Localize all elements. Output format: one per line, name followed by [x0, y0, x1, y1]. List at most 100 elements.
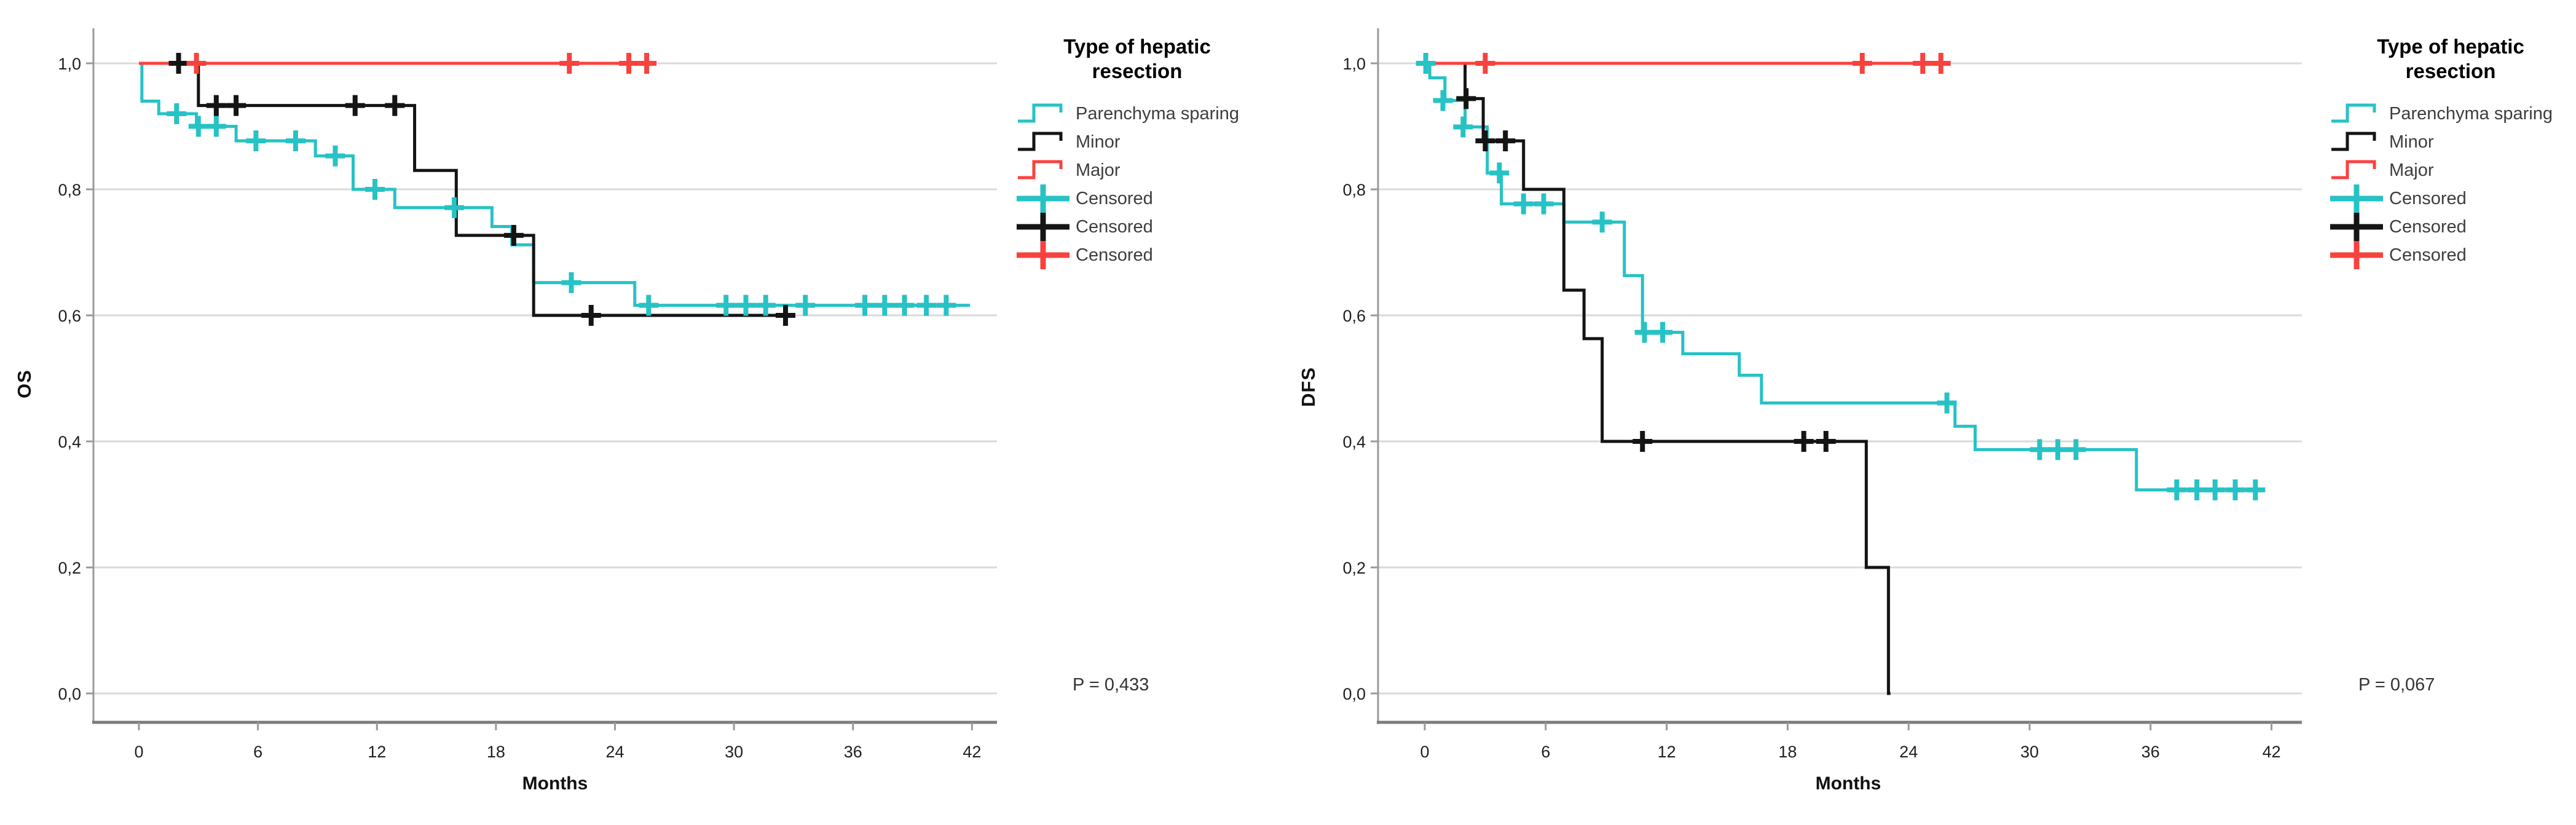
- censor-mark-parenchyma: [894, 294, 915, 316]
- censor-mark-major: [1931, 53, 1951, 74]
- x-tick-label: 24: [1899, 743, 1918, 761]
- censor-mark-minor: [1495, 130, 1516, 152]
- legend-item: Parenchyma sparing: [2328, 100, 2576, 128]
- y-tick-label: 0,4: [1342, 433, 1366, 451]
- y-tick-label: 0,6: [58, 307, 81, 325]
- plus-icon: [2330, 213, 2383, 241]
- legend-items-dfs: Parenchyma sparing Minor Major Censored Cens…: [2328, 100, 2576, 269]
- step-line-icon-path: [2331, 132, 2376, 151]
- censor-mark-minor: [385, 95, 405, 116]
- censor-mark-parenchyma: [916, 294, 937, 316]
- legend-item-label: Censored: [1076, 188, 1153, 208]
- censor-mark-parenchyma: [875, 294, 895, 316]
- legend-item-label: Minor: [1076, 132, 1121, 152]
- censor-mark-parenchyma: [855, 294, 875, 316]
- y-tick-label: 0,2: [1342, 559, 1366, 577]
- legend-title-line2: resection: [1092, 60, 1183, 82]
- legend-title-line2: resection: [2405, 60, 2496, 82]
- dfs-y-axis-title: DFS: [1298, 367, 1319, 407]
- x-tick-label: 42: [2263, 743, 2281, 761]
- x-tick-label: 6: [1541, 743, 1550, 761]
- legend-item: Censored: [1014, 184, 1291, 213]
- legend-items-os: Parenchyma sparing Minor Major Censored Cens…: [1014, 100, 1291, 269]
- x-tick-label: 24: [605, 743, 624, 761]
- legend-item: Minor: [2328, 128, 2576, 156]
- censor-mark-parenchyma: [639, 294, 659, 316]
- x-tick-label: 36: [844, 743, 862, 761]
- dfs-x-axis-title: Months: [1815, 773, 1881, 794]
- legend-item: Censored: [1014, 213, 1291, 241]
- censor-mark-parenchyma: [365, 179, 385, 200]
- legend-item: Major: [1014, 156, 1291, 184]
- censor-mark-parenchyma: [188, 116, 208, 137]
- plus-icon: [1017, 213, 1069, 241]
- os-legend-title: Type of hepatic resection: [1008, 34, 1266, 84]
- censor-mark-major: [1475, 53, 1495, 74]
- censor-mark-parenchyma: [2030, 439, 2050, 460]
- censor-mark-parenchyma: [755, 294, 776, 316]
- dfs-legend: Type of hepatic resection Parenchyma spa…: [2322, 34, 2576, 269]
- legend-item-label: Censored: [2389, 245, 2467, 265]
- step-line-icon-path: [1018, 160, 1063, 180]
- legend-item-label: Parenchyma sparing: [1076, 103, 1239, 124]
- km-curve-parenchyma: [139, 61, 971, 307]
- legend-item: Major: [2328, 156, 2576, 184]
- step-line-icon: [2331, 132, 2376, 151]
- plus-icon-path: [2330, 184, 2383, 213]
- legend-item: Parenchyma sparing: [1014, 100, 1291, 128]
- step-line-icon: [2331, 160, 2376, 180]
- legend-item-label: Parenchyma sparing: [2389, 103, 2553, 124]
- x-tick-label: 18: [1778, 743, 1797, 761]
- censor-mark-parenchyma: [1453, 116, 1473, 138]
- plus-icon: [1017, 241, 1069, 269]
- y-tick-label: 0,4: [58, 433, 81, 451]
- legend-item-label: Censored: [2389, 216, 2467, 237]
- legend-item-label: Major: [2389, 160, 2434, 180]
- censor-mark-minor: [1475, 130, 1495, 152]
- legend-item-label: Censored: [1076, 216, 1153, 237]
- y-tick-label: 0,2: [58, 559, 81, 577]
- censor-mark-parenchyma: [246, 130, 266, 152]
- censor-mark-minor: [226, 95, 246, 116]
- plus-icon-path: [1017, 241, 1069, 269]
- censor-mark-parenchyma: [2187, 479, 2207, 500]
- plus-icon-path: [2330, 213, 2383, 241]
- x-tick-label: 36: [2141, 743, 2160, 761]
- os-legend: Type of hepatic resection Parenchyma spa…: [1008, 34, 1291, 269]
- censor-mark-parenchyma: [2167, 479, 2187, 500]
- step-line-icon: [1018, 103, 1063, 123]
- censor-mark-minor: [1794, 431, 1814, 452]
- censor-mark-parenchyma: [167, 103, 187, 124]
- censor-mark-parenchyma: [1592, 211, 1612, 233]
- step-line-icon-path: [1018, 132, 1063, 151]
- censor-mark-parenchyma: [561, 272, 581, 293]
- censor-mark-minor: [1456, 88, 1476, 109]
- censor-mark-parenchyma: [1433, 90, 1453, 111]
- step-line-icon-path: [2331, 160, 2376, 180]
- legend-item: Censored: [2328, 213, 2576, 241]
- km-curve-minor: [1425, 61, 1891, 695]
- plus-icon-path: [1017, 184, 1069, 213]
- legend-item-label: Censored: [2389, 188, 2467, 208]
- plus-icon: [2330, 184, 2383, 213]
- dfs-p-value: P = 0,067: [2358, 675, 2435, 695]
- y-tick-label: 0,0: [58, 685, 81, 703]
- censor-mark-parenchyma: [2066, 439, 2086, 460]
- step-line-icon: [1018, 132, 1063, 151]
- censor-mark-major: [637, 53, 657, 74]
- censor-mark-minor: [1633, 431, 1653, 452]
- x-tick-label: 18: [487, 743, 505, 761]
- censor-mark-minor: [776, 305, 795, 326]
- censor-mark-minor: [206, 95, 226, 116]
- censor-mark-parenchyma: [325, 145, 345, 167]
- y-tick-label: 0,8: [58, 181, 81, 199]
- censor-mark-minor: [168, 53, 189, 74]
- x-tick-label: 0: [1420, 743, 1429, 761]
- dfs-plot-svg: 1,0 0,8 0,6 0,4 0,2 0,0 0 6 12 18 24 30 36 42: [1342, 28, 2302, 761]
- x-tick-label: 12: [368, 743, 386, 761]
- os-p-value: P = 0,433: [1073, 675, 1149, 695]
- censor-mark-parenchyma: [716, 294, 736, 316]
- y-tick-label: 0,0: [1342, 685, 1366, 703]
- x-tick-label: 12: [1658, 743, 1676, 761]
- legend-item-label: Major: [1076, 160, 1121, 180]
